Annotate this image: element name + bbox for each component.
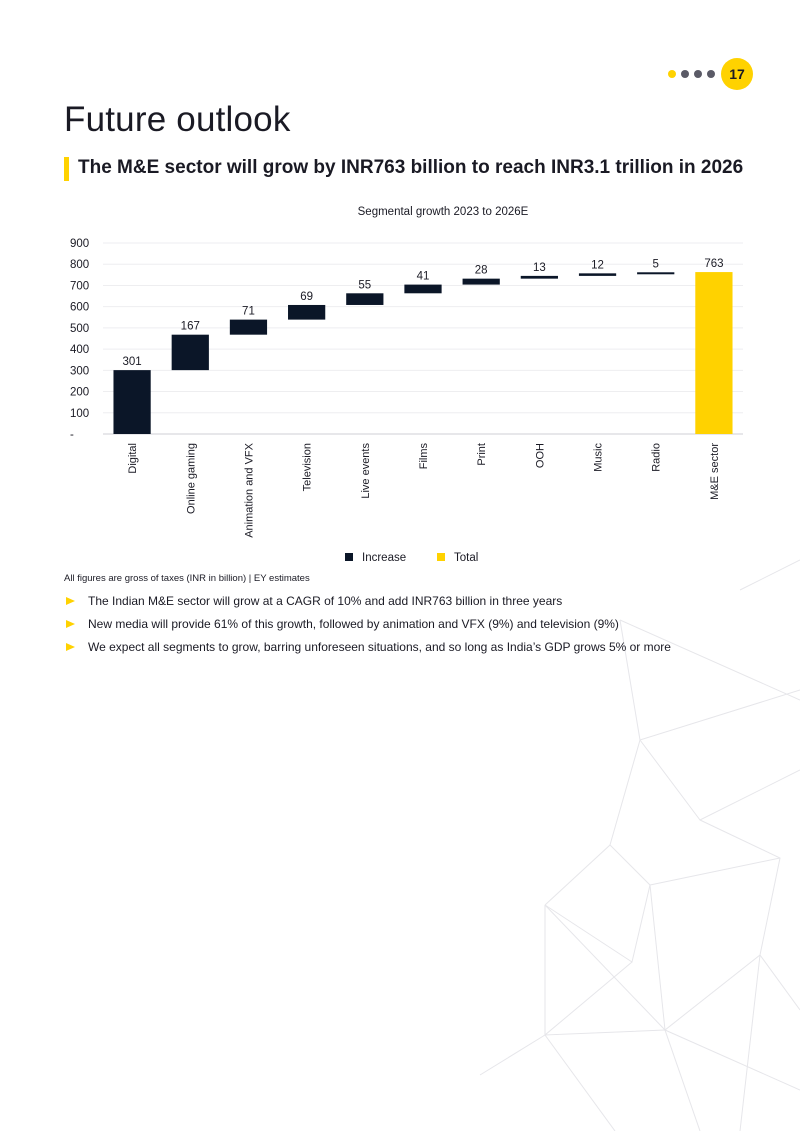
footnote: All figures are gross of taxes (INR in b… — [64, 573, 310, 584]
increase-bar — [229, 319, 268, 335]
bullet-item: We expect all segments to grow, barring … — [64, 640, 764, 654]
bullet-text: We expect all segments to grow, barring … — [88, 640, 671, 654]
x-tick-label: Live events — [360, 443, 372, 499]
bullet-text: The Indian M&E sector will grow at a CAG… — [88, 594, 563, 608]
data-label: 12 — [591, 259, 604, 271]
x-tick-label: Television — [302, 443, 314, 491]
y-tick-label: 600 — [70, 302, 89, 314]
legend-swatch-increase — [345, 553, 353, 561]
progress-dot — [694, 70, 702, 78]
page-number-badge: 17 — [721, 58, 753, 90]
x-tick-label: Online gaming — [185, 443, 197, 514]
data-label: 41 — [417, 271, 430, 283]
increase-bar — [346, 293, 384, 305]
y-tick-label: - — [70, 429, 74, 441]
progress-dot — [681, 70, 689, 78]
bullet-arrow-icon — [66, 643, 75, 651]
y-tick-label: 500 — [70, 323, 89, 335]
x-tick-label: OOH — [534, 443, 546, 468]
y-tick-label: 400 — [70, 344, 89, 356]
data-label: 55 — [358, 279, 371, 291]
x-tick-label: Music — [593, 443, 605, 472]
x-tick-label: Radio — [651, 443, 663, 472]
increase-bar — [520, 275, 558, 279]
y-tick-label: 300 — [70, 365, 89, 377]
progress-dot — [707, 70, 715, 78]
bullet-item: The Indian M&E sector will grow at a CAG… — [64, 594, 764, 608]
x-tick-label: Digital — [127, 443, 139, 474]
increase-bar — [578, 273, 617, 276]
increase-bar — [113, 370, 151, 434]
legend-swatch-total — [437, 553, 445, 561]
y-tick-label: 200 — [70, 387, 89, 399]
increase-bar — [171, 334, 209, 371]
data-label: 5 — [653, 258, 659, 270]
bullet-text: New media will provide 61% of this growt… — [88, 617, 619, 631]
increase-bar — [637, 272, 675, 275]
y-tick-label: 800 — [70, 259, 89, 271]
bullet-list: The Indian M&E sector will grow at a CAG… — [64, 594, 764, 663]
waterfall-chart: Segmental growth 2023 to 2026E - 100 200 300… — [70, 206, 743, 564]
bullet-arrow-icon — [66, 620, 75, 628]
legend-label: Total — [454, 552, 478, 564]
chart-title: Segmental growth 2023 to 2026E — [358, 206, 529, 218]
y-tick-label: 100 — [70, 408, 89, 420]
x-tick-label: Animation and VFX — [243, 442, 255, 537]
increase-bar — [404, 284, 442, 294]
total-bar — [695, 272, 733, 434]
increase-bar — [462, 278, 500, 285]
data-label: 28 — [475, 265, 488, 277]
data-label: 71 — [242, 306, 255, 318]
x-tick-label: Films — [418, 443, 430, 470]
data-label: 763 — [704, 258, 723, 270]
data-label: 167 — [181, 321, 200, 333]
data-label: 301 — [122, 356, 141, 368]
subtitle-accent-bar — [64, 157, 69, 181]
progress-dot-active — [668, 70, 676, 78]
legend-label: Increase — [362, 552, 406, 564]
page-title: Future outlook — [64, 100, 291, 139]
y-tick-label: 900 — [70, 238, 89, 250]
data-label: 69 — [300, 291, 313, 303]
y-tick-label: 700 — [70, 280, 89, 292]
bullet-arrow-icon — [66, 597, 75, 605]
data-label: 13 — [533, 262, 546, 274]
bullet-item: New media will provide 61% of this growt… — [64, 617, 764, 631]
x-tick-label: Print — [476, 443, 488, 466]
x-tick-label: M&E sector — [709, 443, 721, 500]
page-indicator: 17 — [668, 58, 753, 90]
page-subtitle: The M&E sector will grow by INR763 billi… — [78, 157, 744, 178]
increase-bar — [288, 304, 326, 320]
